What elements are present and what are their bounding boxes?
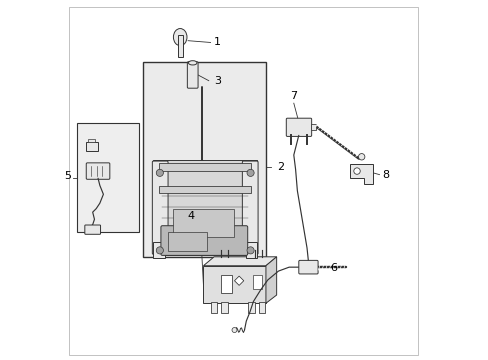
Circle shape bbox=[246, 247, 254, 254]
Circle shape bbox=[246, 169, 254, 176]
Text: 2: 2 bbox=[276, 162, 283, 172]
Polygon shape bbox=[349, 164, 372, 184]
Bar bbox=[221, 302, 227, 313]
FancyBboxPatch shape bbox=[285, 118, 311, 136]
Text: 3: 3 bbox=[214, 76, 221, 86]
FancyBboxPatch shape bbox=[86, 163, 110, 179]
Polygon shape bbox=[221, 275, 231, 293]
Text: 1: 1 bbox=[214, 37, 221, 48]
Bar bbox=[153, 242, 164, 258]
Circle shape bbox=[156, 169, 163, 176]
Bar bbox=[258, 302, 264, 313]
FancyBboxPatch shape bbox=[298, 260, 317, 274]
FancyBboxPatch shape bbox=[85, 143, 98, 152]
Circle shape bbox=[231, 328, 237, 333]
Circle shape bbox=[353, 168, 360, 174]
Polygon shape bbox=[203, 257, 276, 266]
Bar bbox=[167, 232, 206, 251]
FancyBboxPatch shape bbox=[152, 161, 168, 254]
Polygon shape bbox=[265, 257, 276, 303]
Text: 5: 5 bbox=[64, 171, 71, 181]
Bar bbox=[88, 139, 95, 143]
Circle shape bbox=[156, 247, 163, 254]
Text: 7: 7 bbox=[290, 91, 297, 101]
Polygon shape bbox=[203, 266, 265, 303]
Text: 4: 4 bbox=[187, 211, 194, 221]
FancyBboxPatch shape bbox=[161, 226, 247, 255]
FancyBboxPatch shape bbox=[187, 62, 198, 88]
Polygon shape bbox=[153, 160, 257, 255]
Bar bbox=[177, 35, 183, 57]
Bar bbox=[247, 302, 254, 313]
Bar bbox=[77, 123, 139, 232]
Polygon shape bbox=[234, 276, 244, 285]
FancyBboxPatch shape bbox=[84, 225, 101, 234]
Text: 8: 8 bbox=[381, 170, 388, 180]
Bar bbox=[253, 275, 262, 289]
Text: 6: 6 bbox=[329, 262, 337, 273]
Bar bbox=[173, 208, 233, 237]
Bar bbox=[159, 163, 250, 171]
Bar bbox=[310, 123, 315, 130]
Ellipse shape bbox=[188, 61, 197, 65]
Bar bbox=[159, 186, 250, 193]
Bar bbox=[142, 62, 265, 257]
Ellipse shape bbox=[173, 28, 186, 46]
Circle shape bbox=[358, 154, 364, 160]
FancyBboxPatch shape bbox=[242, 161, 258, 254]
Bar bbox=[245, 242, 257, 258]
Bar bbox=[210, 302, 217, 313]
